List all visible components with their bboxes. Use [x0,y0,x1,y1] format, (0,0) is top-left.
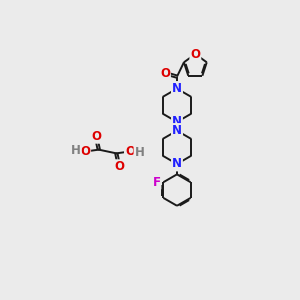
Text: N: N [172,82,182,95]
Text: O: O [91,130,101,143]
Text: N: N [172,82,182,95]
Text: N: N [172,124,182,137]
Text: O: O [80,145,90,158]
Text: O: O [190,47,200,61]
Text: O: O [114,160,124,173]
Text: H: H [71,144,81,157]
Text: N: N [172,124,182,137]
Text: O: O [160,67,170,80]
Text: O: O [125,145,135,158]
Text: N: N [172,158,182,170]
Text: N: N [172,116,182,128]
Text: F: F [152,176,160,189]
Text: H: H [134,146,144,159]
